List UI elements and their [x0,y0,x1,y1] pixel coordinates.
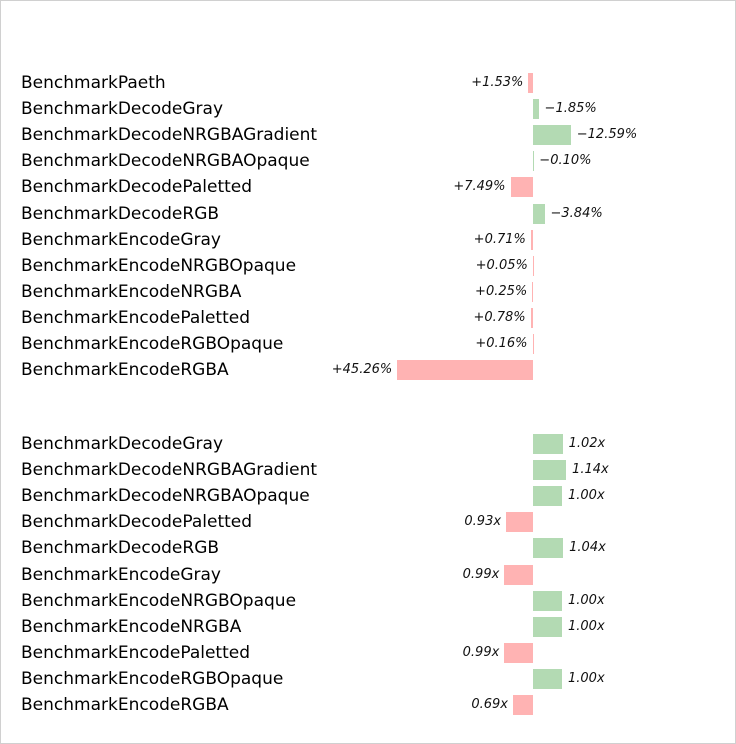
bar [533,486,562,506]
category-label: BenchmarkEncodeNRGBOpaque [21,256,297,276]
value-label: 1.00x [568,619,605,634]
category-label: BenchmarkEncodeRGBA [21,695,229,715]
value-label: +0.05% [475,258,528,273]
value-label: +0.16% [475,336,528,351]
bar [533,617,562,637]
category-label: BenchmarkDecodePaletted [21,177,253,197]
category-label: BenchmarkEncodeRGBA [21,360,229,380]
bar [533,538,564,558]
value-label: 1.00x [568,488,605,503]
category-label: BenchmarkDecodeGray [21,99,224,119]
bar [530,308,533,328]
bar [533,204,545,224]
value-label: 1.04x [569,540,606,555]
category-label: BenchmarkEncodePaletted [21,308,251,328]
bar [533,99,539,119]
category-label: BenchmarkPaeth [21,73,166,93]
bar [530,230,533,250]
bar [397,360,533,380]
category-label: BenchmarkDecodePaletted [21,512,253,532]
category-label: BenchmarkDecodeNRGBAGradient [21,125,318,145]
category-label: BenchmarkDecodeNRGBAGradient [21,460,318,480]
bar [533,125,571,145]
category-label: BenchmarkEncodeGray [21,565,221,585]
category-label: BenchmarkDecodeNRGBAOpaque [21,151,310,171]
category-label: BenchmarkEncodeNRGBA [21,617,242,637]
value-label: 0.99x [462,567,500,582]
value-label: +0.78% [473,310,526,325]
bar [533,434,563,454]
category-label: BenchmarkDecodeNRGBAOpaque [21,486,310,506]
value-label: +0.25% [475,284,528,299]
bar [532,282,533,302]
bar [533,669,562,689]
bar [510,177,533,197]
value-label: +0.71% [473,232,526,247]
bar [533,591,562,611]
category-label: BenchmarkDecodeGray [21,434,224,454]
value-label: −0.10% [539,153,592,168]
value-label: 1.00x [568,671,605,686]
value-label: 0.99x [462,645,500,660]
bar [528,73,533,93]
bar [512,695,533,715]
bar [506,512,533,532]
value-label: −1.85% [544,101,597,116]
value-label: 1.00x [568,593,605,608]
bar [533,460,567,480]
value-label: +45.26% [331,362,393,377]
category-label: BenchmarkDecodeRGB [21,204,220,224]
category-label: BenchmarkEncodeRGBOpaque [21,669,284,689]
bar [504,565,533,585]
value-label: −12.59% [576,127,638,142]
value-label: −3.84% [550,206,603,221]
category-label: BenchmarkEncodePaletted [21,643,251,663]
value-label: 1.02x [568,436,606,451]
category-label: BenchmarkDecodeRGB [21,538,220,558]
value-label: 1.14x [572,462,609,477]
value-label: 0.69x [471,697,508,712]
bar [504,643,533,663]
category-label: BenchmarkEncodeNRGBOpaque [21,591,297,611]
category-label: BenchmarkEncodeRGBOpaque [21,334,284,354]
category-label: BenchmarkEncodeNRGBA [21,282,242,302]
category-label: BenchmarkEncodeGray [21,230,221,250]
value-label: 0.93x [464,514,502,529]
value-label: +1.53% [471,75,524,90]
value-label: +7.49% [453,179,506,194]
